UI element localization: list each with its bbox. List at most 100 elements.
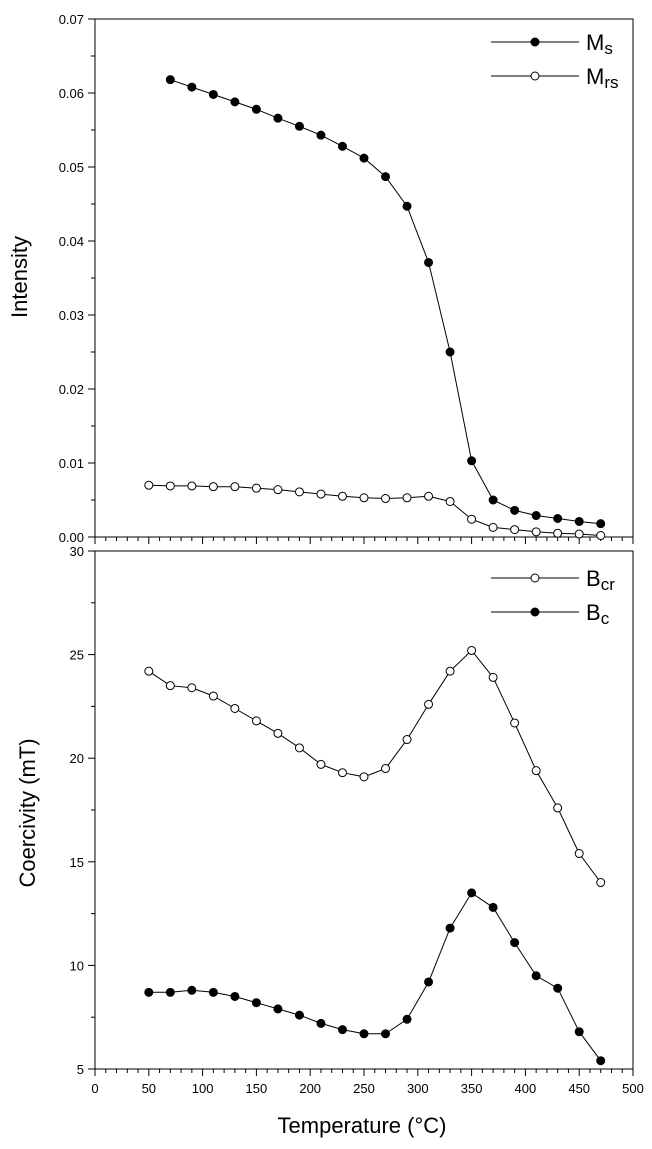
data-point-ms bbox=[553, 514, 563, 523]
legend-label-subscript: cr bbox=[601, 575, 616, 594]
data-point-bc bbox=[359, 1029, 369, 1039]
legend-marker-bcr bbox=[530, 573, 540, 583]
data-point-ms bbox=[424, 257, 434, 267]
data-point-bcr bbox=[230, 703, 240, 713]
legend-marker-mrs bbox=[530, 71, 540, 81]
data-point-mrs bbox=[359, 493, 369, 503]
data-point-bcr bbox=[165, 681, 175, 691]
data-point-ms bbox=[488, 495, 498, 505]
y-tick-label: 0.03 bbox=[59, 308, 84, 323]
x-tick-label: 300 bbox=[407, 1081, 429, 1096]
data-point-mrs bbox=[187, 481, 197, 491]
y-tick-label: 30 bbox=[70, 544, 84, 559]
legend-label-subscript: c bbox=[601, 609, 610, 628]
legend-label-main: M bbox=[586, 64, 604, 89]
data-point-ms bbox=[467, 456, 477, 466]
x-tick-label: 0 bbox=[91, 1081, 98, 1096]
data-point-ms bbox=[381, 172, 391, 182]
series-line-ms bbox=[170, 79, 601, 525]
x-tick-label: 200 bbox=[299, 1081, 321, 1096]
data-point-mrs bbox=[553, 528, 563, 538]
data-point-bcr bbox=[316, 759, 326, 769]
data-point-ms bbox=[337, 141, 347, 151]
data-point-bcr bbox=[402, 735, 412, 745]
data-point-bcr bbox=[208, 691, 218, 701]
data-point-mrs bbox=[467, 514, 477, 524]
data-point-bcr bbox=[531, 766, 541, 776]
data-point-mrs bbox=[445, 496, 455, 506]
x-tick-label: 250 bbox=[353, 1081, 375, 1096]
plot-frame bbox=[94, 18, 634, 538]
y-tick-label: 5 bbox=[77, 1062, 84, 1077]
data-point-mrs bbox=[273, 485, 283, 495]
data-point-ms bbox=[531, 511, 541, 521]
legend-label-bc: Bc bbox=[586, 600, 610, 628]
data-point-bc bbox=[273, 1004, 283, 1014]
data-point-bcr bbox=[553, 803, 563, 813]
x-tick-label: 350 bbox=[461, 1081, 483, 1096]
data-point-bc bbox=[531, 971, 541, 981]
data-point-ms bbox=[251, 104, 261, 114]
data-point-bcr bbox=[381, 764, 391, 774]
data-point-bc bbox=[424, 977, 434, 987]
data-point-bcr bbox=[574, 849, 584, 859]
y-tick-label: 15 bbox=[70, 855, 84, 870]
legend-label-subscript: s bbox=[604, 39, 613, 58]
y-tick-label: 0.02 bbox=[59, 382, 84, 397]
data-point-bc bbox=[574, 1027, 584, 1037]
x-tick-label: 400 bbox=[515, 1081, 537, 1096]
x-tick-label: 450 bbox=[568, 1081, 590, 1096]
data-point-mrs bbox=[337, 491, 347, 501]
legend-label-main: B bbox=[586, 600, 601, 625]
data-point-bc bbox=[381, 1029, 391, 1039]
data-point-ms bbox=[294, 121, 304, 131]
series-line-bcr bbox=[148, 649, 602, 883]
data-point-ms bbox=[187, 82, 197, 92]
data-point-mrs bbox=[381, 494, 391, 504]
data-point-mrs bbox=[230, 482, 240, 492]
legend-label-bcr: Bcr bbox=[586, 566, 615, 594]
data-point-bcr bbox=[337, 768, 347, 778]
data-point-bc bbox=[316, 1018, 326, 1028]
data-point-bcr bbox=[488, 672, 498, 682]
x-tick-label: 500 bbox=[622, 1081, 644, 1096]
series-line-mrs bbox=[148, 484, 601, 536]
x-tick-label: 100 bbox=[192, 1081, 214, 1096]
data-point-ms bbox=[574, 516, 584, 526]
data-point-bcr bbox=[424, 699, 434, 709]
data-point-mrs bbox=[531, 527, 541, 537]
series-line-bc bbox=[148, 892, 602, 1061]
legend-marker-bc bbox=[530, 607, 540, 617]
data-point-ms bbox=[273, 113, 283, 123]
legend-marker-ms bbox=[530, 37, 540, 47]
data-point-bcr bbox=[144, 666, 154, 676]
data-point-mrs bbox=[488, 522, 498, 532]
data-point-ms bbox=[510, 505, 520, 515]
data-point-ms bbox=[445, 347, 455, 357]
data-point-bc bbox=[144, 987, 154, 997]
data-point-ms bbox=[596, 519, 606, 529]
data-point-bc bbox=[488, 902, 498, 912]
data-point-bcr bbox=[596, 878, 606, 888]
y-tick-label: 0.00 bbox=[59, 530, 84, 545]
data-point-ms bbox=[165, 75, 175, 85]
data-point-mrs bbox=[165, 481, 175, 491]
data-point-mrs bbox=[424, 491, 434, 501]
legend-label-main: M bbox=[586, 30, 604, 55]
y-axis-title-coercivity: Coercivity (mT) bbox=[15, 738, 40, 887]
data-point-bc bbox=[445, 923, 455, 933]
data-point-bc bbox=[467, 888, 477, 898]
data-point-mrs bbox=[144, 480, 154, 490]
data-point-mrs bbox=[510, 525, 520, 535]
data-point-bc bbox=[510, 938, 520, 948]
data-point-bcr bbox=[251, 716, 261, 726]
data-point-mrs bbox=[294, 487, 304, 497]
data-point-mrs bbox=[596, 531, 606, 541]
data-point-ms bbox=[359, 153, 369, 163]
y-axis-title-intensity: Intensity bbox=[7, 236, 32, 318]
y-tick-label: 0.01 bbox=[59, 456, 84, 471]
data-point-ms bbox=[316, 130, 326, 140]
y-tick-label: 0.04 bbox=[59, 234, 84, 249]
